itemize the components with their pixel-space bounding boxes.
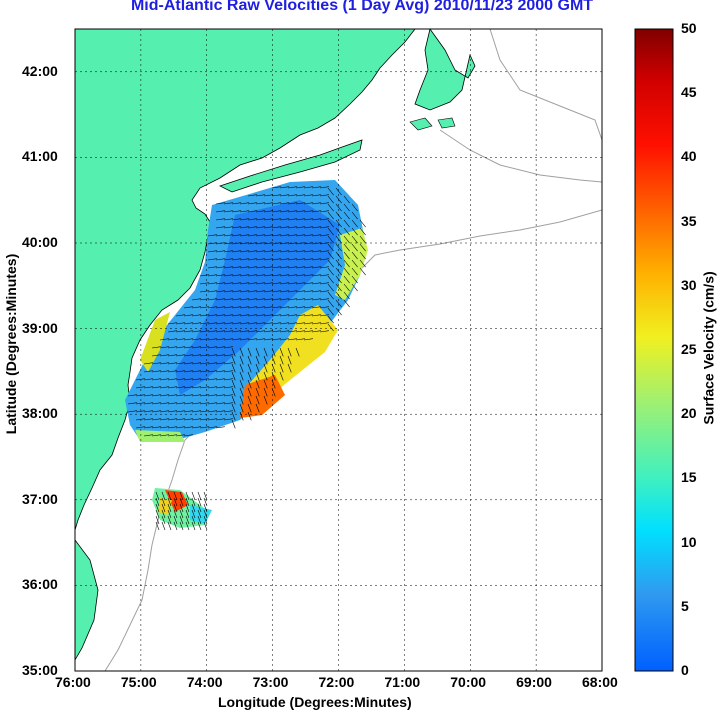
- y-tick-label: 38:00: [22, 405, 58, 422]
- colorbar-tick-label: 35: [681, 212, 697, 229]
- colorbar-tick-label: 5: [681, 597, 689, 614]
- x-tick-label: 75:00: [120, 674, 157, 690]
- x-tick-label: 70:00: [450, 674, 487, 690]
- y-tick-label: 39:00: [22, 319, 58, 336]
- x-tick-label: 68:00: [582, 674, 618, 690]
- y-tick-label: 37:00: [22, 490, 58, 507]
- colorbar-tick-label: 15: [681, 469, 697, 486]
- y-tick-label: 42:00: [22, 62, 58, 79]
- x-tick-label: 74:00: [186, 674, 223, 690]
- bathymetry-contour-3: [439, 129, 602, 183]
- islands: [409, 117, 456, 131]
- y-tick-label: 41:00: [22, 148, 58, 165]
- y-tick-label: 36:00: [22, 576, 58, 593]
- colorbar: [634, 28, 674, 672]
- grid-lines: [75, 29, 602, 671]
- x-tick-label: 73:00: [252, 674, 289, 690]
- colorbar-tick-label: 45: [681, 84, 697, 101]
- colorbar-tick-label: 0: [681, 662, 689, 678]
- y-axis-label: Latitude (Degrees:Minutes): [3, 253, 20, 435]
- colorbar-label: Surface Velocity (cm/s): [700, 271, 717, 425]
- x-tick-label: 72:00: [318, 674, 355, 690]
- colorbar-tick-label: 10: [681, 533, 697, 550]
- y-tick-label: 35:00: [22, 662, 58, 678]
- map-title: Mid-Atlantic Raw Velocities (1 Day Avg) …: [130, 0, 594, 14]
- velocity-field: [125, 180, 368, 528]
- x-axis-label: Longitude (Degrees:Minutes): [218, 694, 412, 710]
- x-tick-label: 71:00: [384, 674, 421, 690]
- y-tick-label: 40:00: [22, 234, 58, 250]
- x-tick-label: 76:00: [55, 674, 91, 690]
- velocity-vectors: [127, 186, 366, 531]
- chesapeake-peninsula: [75, 539, 99, 661]
- cape-cod: [414, 29, 476, 111]
- colorbar-tick-label: 20: [681, 405, 697, 422]
- colorbar-tick-label: 50: [681, 20, 697, 36]
- colorbar-tick-label: 30: [681, 276, 697, 293]
- colorbar-tick-label: 25: [681, 341, 697, 357]
- x-tick-label: 69:00: [516, 674, 552, 690]
- bathymetry-contour-2: [489, 29, 602, 141]
- colorbar-tick-label: 40: [681, 148, 697, 165]
- long-island: [218, 139, 363, 193]
